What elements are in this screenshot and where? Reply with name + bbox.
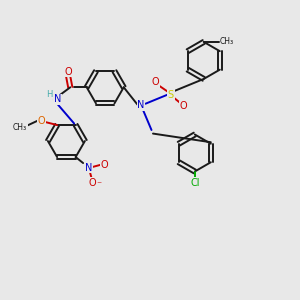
Text: ⁻: ⁻ [96, 180, 101, 190]
Text: O: O [180, 101, 187, 111]
Text: O: O [152, 77, 159, 87]
Text: S: S [168, 90, 174, 100]
Text: H: H [46, 90, 52, 99]
Text: N: N [85, 163, 93, 172]
Text: O: O [101, 160, 108, 170]
Text: N: N [137, 100, 145, 110]
Text: CH₃: CH₃ [220, 38, 234, 46]
Text: O: O [88, 178, 96, 188]
Text: N: N [54, 94, 61, 104]
Text: O: O [38, 116, 45, 125]
Text: CH₃: CH₃ [13, 124, 27, 133]
Text: O: O [64, 67, 72, 77]
Text: Cl: Cl [190, 178, 200, 188]
